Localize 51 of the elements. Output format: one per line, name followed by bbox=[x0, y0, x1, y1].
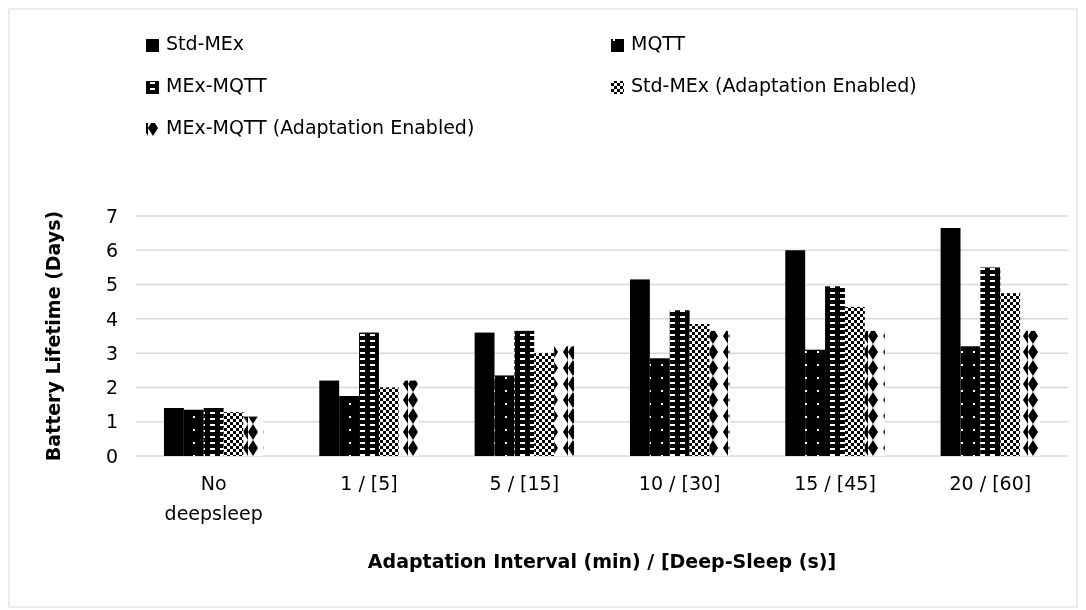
bar bbox=[960, 346, 981, 456]
bar bbox=[689, 324, 710, 456]
bar bbox=[709, 330, 730, 456]
bar bbox=[378, 387, 399, 456]
bar bbox=[183, 409, 204, 456]
bar bbox=[1000, 293, 1021, 456]
bar bbox=[940, 228, 961, 456]
y-tick-label: 2 bbox=[105, 376, 118, 399]
x-tick-label: No deepsleep bbox=[164, 472, 263, 524]
legend-label: Std-MEx bbox=[166, 32, 245, 54]
bar bbox=[805, 349, 826, 456]
y-tick-label: 5 bbox=[105, 273, 118, 296]
bar bbox=[669, 310, 690, 456]
x-tick-label: 15 / [45] bbox=[794, 472, 876, 494]
x-axis-title: Adaptation Interval (min) / [Deep-Sleep (s)] bbox=[367, 550, 837, 572]
y-tick-label: 6 bbox=[105, 238, 118, 261]
legend-label: MEx-MQTT bbox=[166, 74, 268, 96]
bar bbox=[1020, 330, 1041, 456]
bar bbox=[629, 279, 650, 456]
bar bbox=[223, 412, 244, 456]
bar bbox=[785, 250, 806, 456]
y-axis-title: Battery Lifetime (Days) bbox=[42, 210, 64, 462]
legend-label: MEx-MQTT (Adaptation Enabled) bbox=[166, 116, 475, 138]
y-tick-label: 1 bbox=[105, 410, 118, 433]
bar bbox=[534, 353, 555, 456]
legend-label: MQTT bbox=[631, 32, 686, 54]
x-tick-label: 10 / [30] bbox=[638, 472, 721, 494]
y-tick-label: 3 bbox=[105, 341, 118, 364]
x-tick-label: 1 / [5] bbox=[340, 472, 398, 494]
bar bbox=[398, 380, 419, 456]
bar bbox=[844, 306, 865, 456]
y-tick-label: 4 bbox=[105, 307, 118, 330]
y-tick-label: 0 bbox=[105, 444, 118, 467]
bar bbox=[825, 286, 845, 456]
x-tick-label: 20 / [60] bbox=[949, 472, 1032, 494]
bar bbox=[649, 358, 670, 456]
bar bbox=[514, 330, 535, 456]
y-tick-label: 7 bbox=[105, 204, 118, 227]
bar bbox=[243, 416, 264, 456]
bar bbox=[494, 375, 515, 456]
x-tick-label: 5 / [15] bbox=[489, 472, 560, 494]
bar bbox=[980, 267, 1001, 456]
bar bbox=[203, 408, 224, 456]
bar bbox=[554, 346, 575, 456]
bar bbox=[864, 330, 885, 456]
legend-label: Std-MEx (Adaptation Enabled) bbox=[631, 74, 917, 96]
bar bbox=[474, 332, 495, 456]
bar bbox=[163, 408, 184, 456]
bar bbox=[359, 332, 379, 456]
bar bbox=[319, 380, 340, 456]
bar bbox=[339, 396, 360, 456]
